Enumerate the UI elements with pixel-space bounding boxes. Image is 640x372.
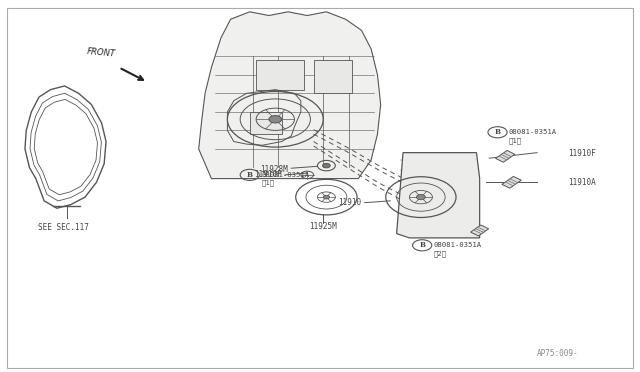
Text: FRONT: FRONT xyxy=(87,46,116,58)
Text: B: B xyxy=(419,241,425,249)
Text: B: B xyxy=(247,170,253,179)
Bar xyxy=(250,112,282,134)
Text: 11910F: 11910F xyxy=(254,170,282,179)
Text: 11928M: 11928M xyxy=(260,165,288,174)
Text: 08081-0351A: 08081-0351A xyxy=(508,129,557,135)
Circle shape xyxy=(417,195,426,200)
Circle shape xyxy=(269,116,282,123)
Circle shape xyxy=(323,163,330,168)
Text: B: B xyxy=(495,128,500,136)
Polygon shape xyxy=(397,153,479,238)
Text: 08081-0351A: 08081-0351A xyxy=(261,172,309,178)
Text: 11925M: 11925M xyxy=(309,222,337,231)
Bar xyxy=(314,60,352,93)
Bar xyxy=(256,60,304,90)
Text: （1）: （1） xyxy=(508,137,522,144)
Text: （1）: （1） xyxy=(261,180,275,186)
Polygon shape xyxy=(470,225,489,236)
Text: 11910A: 11910A xyxy=(568,178,596,187)
Polygon shape xyxy=(502,176,521,188)
Polygon shape xyxy=(198,12,381,179)
Text: SEE SEC.117: SEE SEC.117 xyxy=(38,223,89,232)
Text: （2）: （2） xyxy=(434,250,447,257)
Text: AP75:009-: AP75:009- xyxy=(537,349,579,359)
Text: 08081-0351A: 08081-0351A xyxy=(434,242,482,248)
Circle shape xyxy=(323,195,330,199)
Polygon shape xyxy=(495,150,515,162)
Text: 11910: 11910 xyxy=(339,198,362,207)
Text: 11910F: 11910F xyxy=(568,149,596,158)
